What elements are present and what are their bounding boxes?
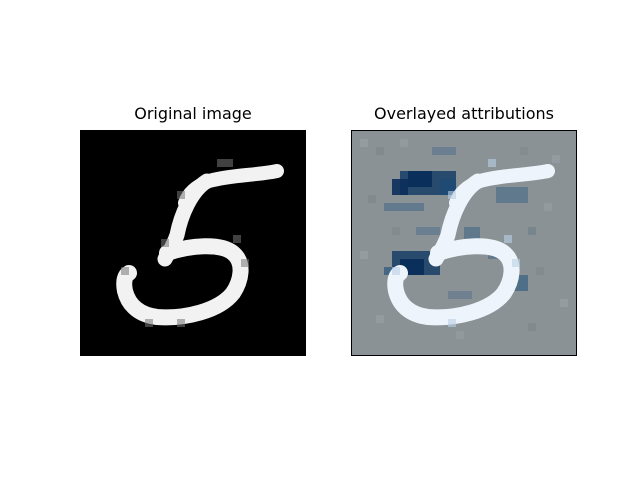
attribution-blobs [384, 147, 528, 299]
original-digit-image [81, 131, 305, 355]
overlay-noise-pixels [360, 139, 568, 339]
overlay-digit-image [352, 131, 576, 355]
overlay-image-panel [351, 130, 577, 356]
original-digit-strokes [116, 164, 284, 326]
overlay-image-title: Overlayed attributions [374, 104, 554, 123]
original-image-title: Original image [134, 104, 252, 123]
overlay-digit-edge-pixels [392, 159, 520, 327]
original-image-panel [80, 130, 306, 356]
original-digit-edge-pixels [121, 159, 249, 327]
overlay-digit-strokes [387, 164, 555, 326]
